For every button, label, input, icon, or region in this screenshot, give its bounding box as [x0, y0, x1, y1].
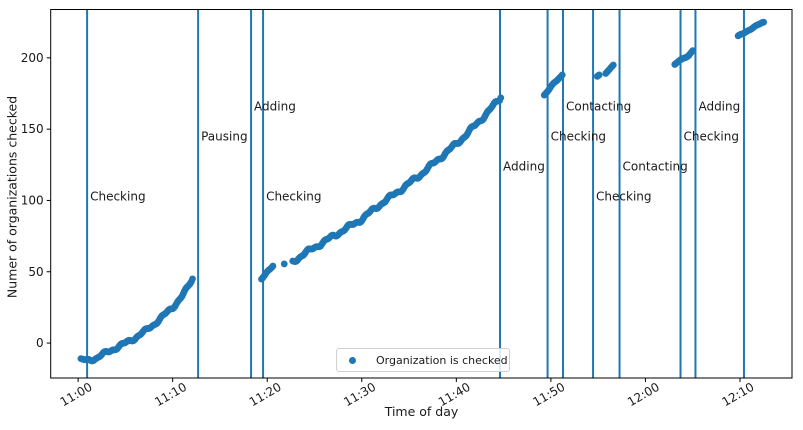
- data-point: [609, 61, 617, 69]
- legend-dot-icon: [349, 356, 356, 364]
- plot-border: [50, 9, 793, 379]
- y-tick-label: 100: [21, 193, 44, 207]
- y-axis-label: Numer of organizations checked: [4, 95, 20, 299]
- data-point: [595, 71, 603, 79]
- y-tick-label: 50: [28, 265, 43, 279]
- y-tick-label: 200: [21, 51, 44, 65]
- event-label: Checking: [684, 130, 739, 144]
- event-label: Checking: [551, 130, 606, 144]
- event-label: Checking: [596, 189, 651, 203]
- event-label: Checking: [266, 189, 321, 203]
- data-point: [760, 18, 768, 26]
- legend-label: Organization is checked: [376, 353, 508, 367]
- y-tick-label: 0: [36, 336, 44, 350]
- x-axis-label: Time of day: [384, 404, 459, 419]
- event-label: Checking: [90, 189, 145, 203]
- event-label: Adding: [698, 100, 740, 114]
- event-label: Adding: [254, 100, 296, 114]
- event-label: Contacting: [566, 100, 631, 114]
- scatter-series: [77, 18, 768, 365]
- event-label: Contacting: [623, 160, 688, 174]
- data-point: [189, 275, 196, 283]
- data-point: [689, 47, 697, 55]
- data-point: [280, 260, 288, 268]
- data-point: [269, 262, 277, 270]
- event-label: Pausing: [201, 130, 247, 144]
- data-point: [558, 71, 566, 79]
- y-tick-label: 150: [21, 122, 44, 136]
- event-label: Adding: [503, 160, 545, 174]
- data-point: [497, 94, 505, 102]
- legend: Organization is checked: [336, 348, 510, 372]
